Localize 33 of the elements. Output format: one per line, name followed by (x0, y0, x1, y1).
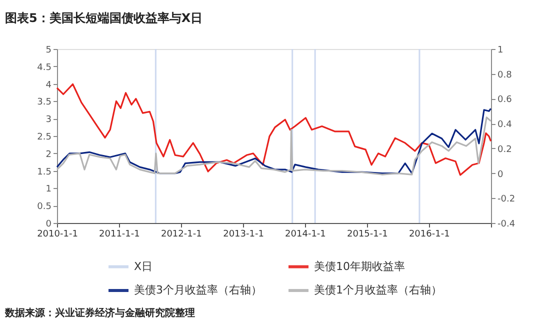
y-tick-label: 0 (46, 220, 52, 230)
y2-tick-label: 0.6 (498, 95, 512, 106)
legend-label: X日 (134, 260, 153, 273)
y-tick-label: 0.5 (37, 202, 52, 212)
y2-tick-label: -0.4 (498, 220, 516, 230)
x-tick-label: 2015-1-1 (347, 230, 388, 240)
legend-label: 美债3个月收益率（右轴） (134, 284, 262, 296)
y-tick-label: 3 (46, 115, 52, 126)
x-tick-label: 2014-1-1 (285, 230, 326, 240)
y-tick-label: 2.5 (37, 132, 52, 142)
x-tick-label: 2016-1-1 (408, 230, 450, 240)
x-tick-label: 2013-1-1 (223, 230, 264, 240)
y-tick-label: 2 (46, 150, 52, 160)
y-tick-label: 4 (46, 80, 52, 90)
y2-tick-label: 1 (498, 46, 504, 56)
y-tick-label: 1.5 (37, 167, 52, 178)
line-series (56, 83, 492, 176)
source-note: 数据来源：兴业证券经济与金融研究院整理 (4, 307, 195, 319)
x-tick-label: 2012-1-1 (160, 230, 202, 240)
y-tick-label: 3.5 (37, 98, 52, 108)
chart-title: 图表5：美国长短端国债收益率与X日 (5, 11, 203, 25)
y-tick-label: 1 (46, 184, 52, 195)
y2-tick-label: 0.4 (498, 120, 512, 130)
legend-label: 美债10年期收益率 (314, 260, 405, 273)
y-tick-label: 5 (46, 46, 52, 56)
legend-label: 美债1个月收益率（右轴） (314, 284, 442, 296)
y2-tick-label: 0.8 (498, 70, 512, 80)
y-tick-label: 4.5 (37, 62, 52, 73)
y2-tick-label: 0 (498, 170, 504, 180)
y2-tick-label: 0.2 (498, 144, 512, 155)
y2-tick-label: -0.2 (498, 194, 516, 205)
x-tick-label: 2011-1-1 (99, 230, 140, 240)
x-tick-label: 2010-1-1 (37, 230, 78, 240)
